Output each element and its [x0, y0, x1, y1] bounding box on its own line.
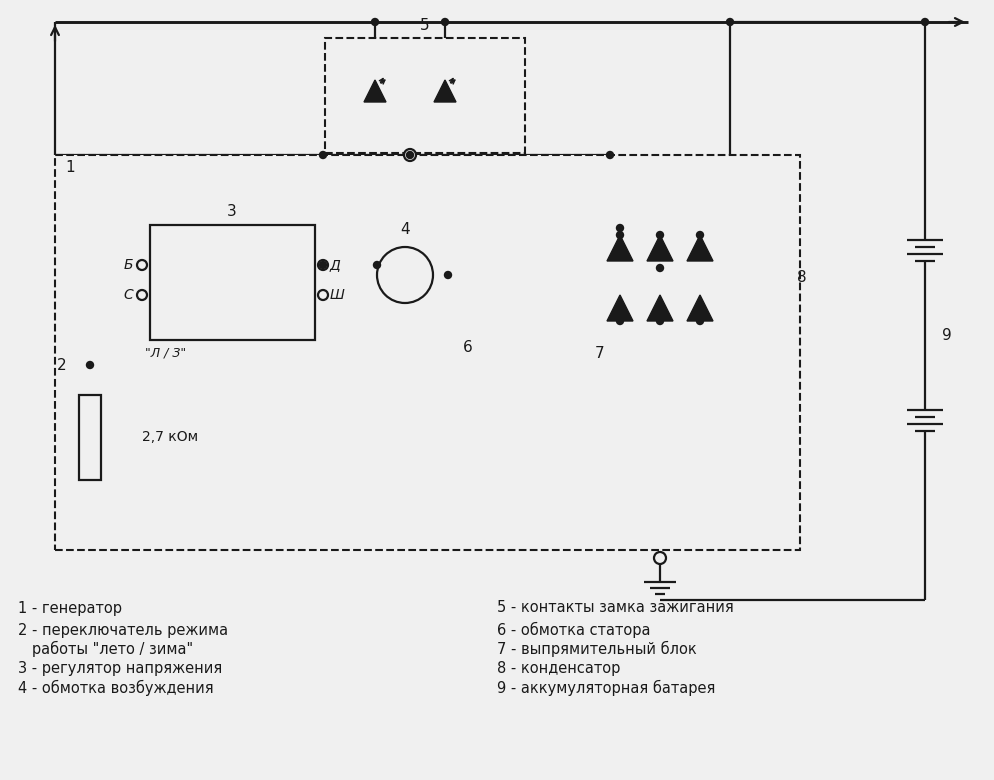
Polygon shape: [364, 80, 386, 102]
Text: Ш: Ш: [330, 288, 345, 302]
Text: 1: 1: [65, 159, 75, 175]
Circle shape: [137, 260, 147, 270]
Polygon shape: [687, 295, 713, 321]
Circle shape: [616, 232, 623, 239]
Bar: [150, 225, 315, 340]
Circle shape: [727, 19, 734, 26]
Text: 8: 8: [797, 271, 807, 285]
Circle shape: [372, 19, 379, 26]
Text: 8 - конденсатор: 8 - конденсатор: [497, 661, 620, 675]
Circle shape: [319, 261, 326, 268]
Circle shape: [377, 247, 433, 303]
Circle shape: [697, 232, 704, 239]
Polygon shape: [607, 235, 633, 261]
Text: 4 - обмотка возбуждения: 4 - обмотка возбуждения: [18, 680, 214, 696]
Text: 6: 6: [463, 341, 473, 356]
Text: 9: 9: [942, 328, 952, 342]
Text: 7: 7: [595, 346, 604, 360]
Text: 4: 4: [401, 222, 410, 237]
Circle shape: [407, 151, 414, 158]
Polygon shape: [647, 295, 673, 321]
Polygon shape: [607, 295, 633, 321]
Circle shape: [656, 232, 664, 239]
Circle shape: [697, 304, 704, 311]
Text: 2: 2: [58, 357, 67, 373]
Text: Д: Д: [330, 258, 340, 272]
Circle shape: [137, 290, 147, 300]
Polygon shape: [434, 80, 456, 102]
Text: 6 - обмотка статора: 6 - обмотка статора: [497, 622, 650, 638]
Circle shape: [319, 151, 326, 158]
Circle shape: [656, 317, 664, 324]
Text: 1 - генератор: 1 - генератор: [18, 601, 122, 615]
Circle shape: [656, 264, 664, 271]
Text: Б: Б: [123, 258, 133, 272]
Polygon shape: [687, 235, 713, 261]
Bar: [79, 395, 101, 480]
Circle shape: [318, 290, 328, 300]
Circle shape: [441, 19, 448, 26]
Text: "Л / З": "Л / З": [145, 346, 186, 360]
Text: работы "лето / зима": работы "лето / зима": [18, 641, 193, 657]
Circle shape: [606, 151, 613, 158]
Circle shape: [654, 552, 666, 564]
Circle shape: [318, 260, 328, 270]
Polygon shape: [647, 235, 673, 261]
Text: 2,7 кОм: 2,7 кОм: [142, 430, 198, 444]
Circle shape: [697, 317, 704, 324]
Circle shape: [921, 19, 928, 26]
Circle shape: [616, 317, 623, 324]
Text: 7 - выпрямительный блок: 7 - выпрямительный блок: [497, 641, 697, 657]
Circle shape: [616, 225, 623, 232]
Text: 3: 3: [227, 204, 237, 219]
Bar: [325, 38, 525, 153]
Text: 5 - контакты замка зажигания: 5 - контакты замка зажигания: [497, 601, 734, 615]
Text: 3 - регулятор напряжения: 3 - регулятор напряжения: [18, 661, 223, 675]
Bar: [55, 155, 800, 550]
Text: 5: 5: [420, 19, 429, 34]
Circle shape: [404, 149, 416, 161]
Circle shape: [86, 361, 93, 368]
Text: 2 - переключатель режима: 2 - переключатель режима: [18, 622, 229, 637]
Text: 9 - аккумуляторная батарея: 9 - аккумуляторная батарея: [497, 680, 716, 696]
Circle shape: [374, 261, 381, 268]
Text: С: С: [123, 288, 133, 302]
Circle shape: [444, 271, 451, 278]
